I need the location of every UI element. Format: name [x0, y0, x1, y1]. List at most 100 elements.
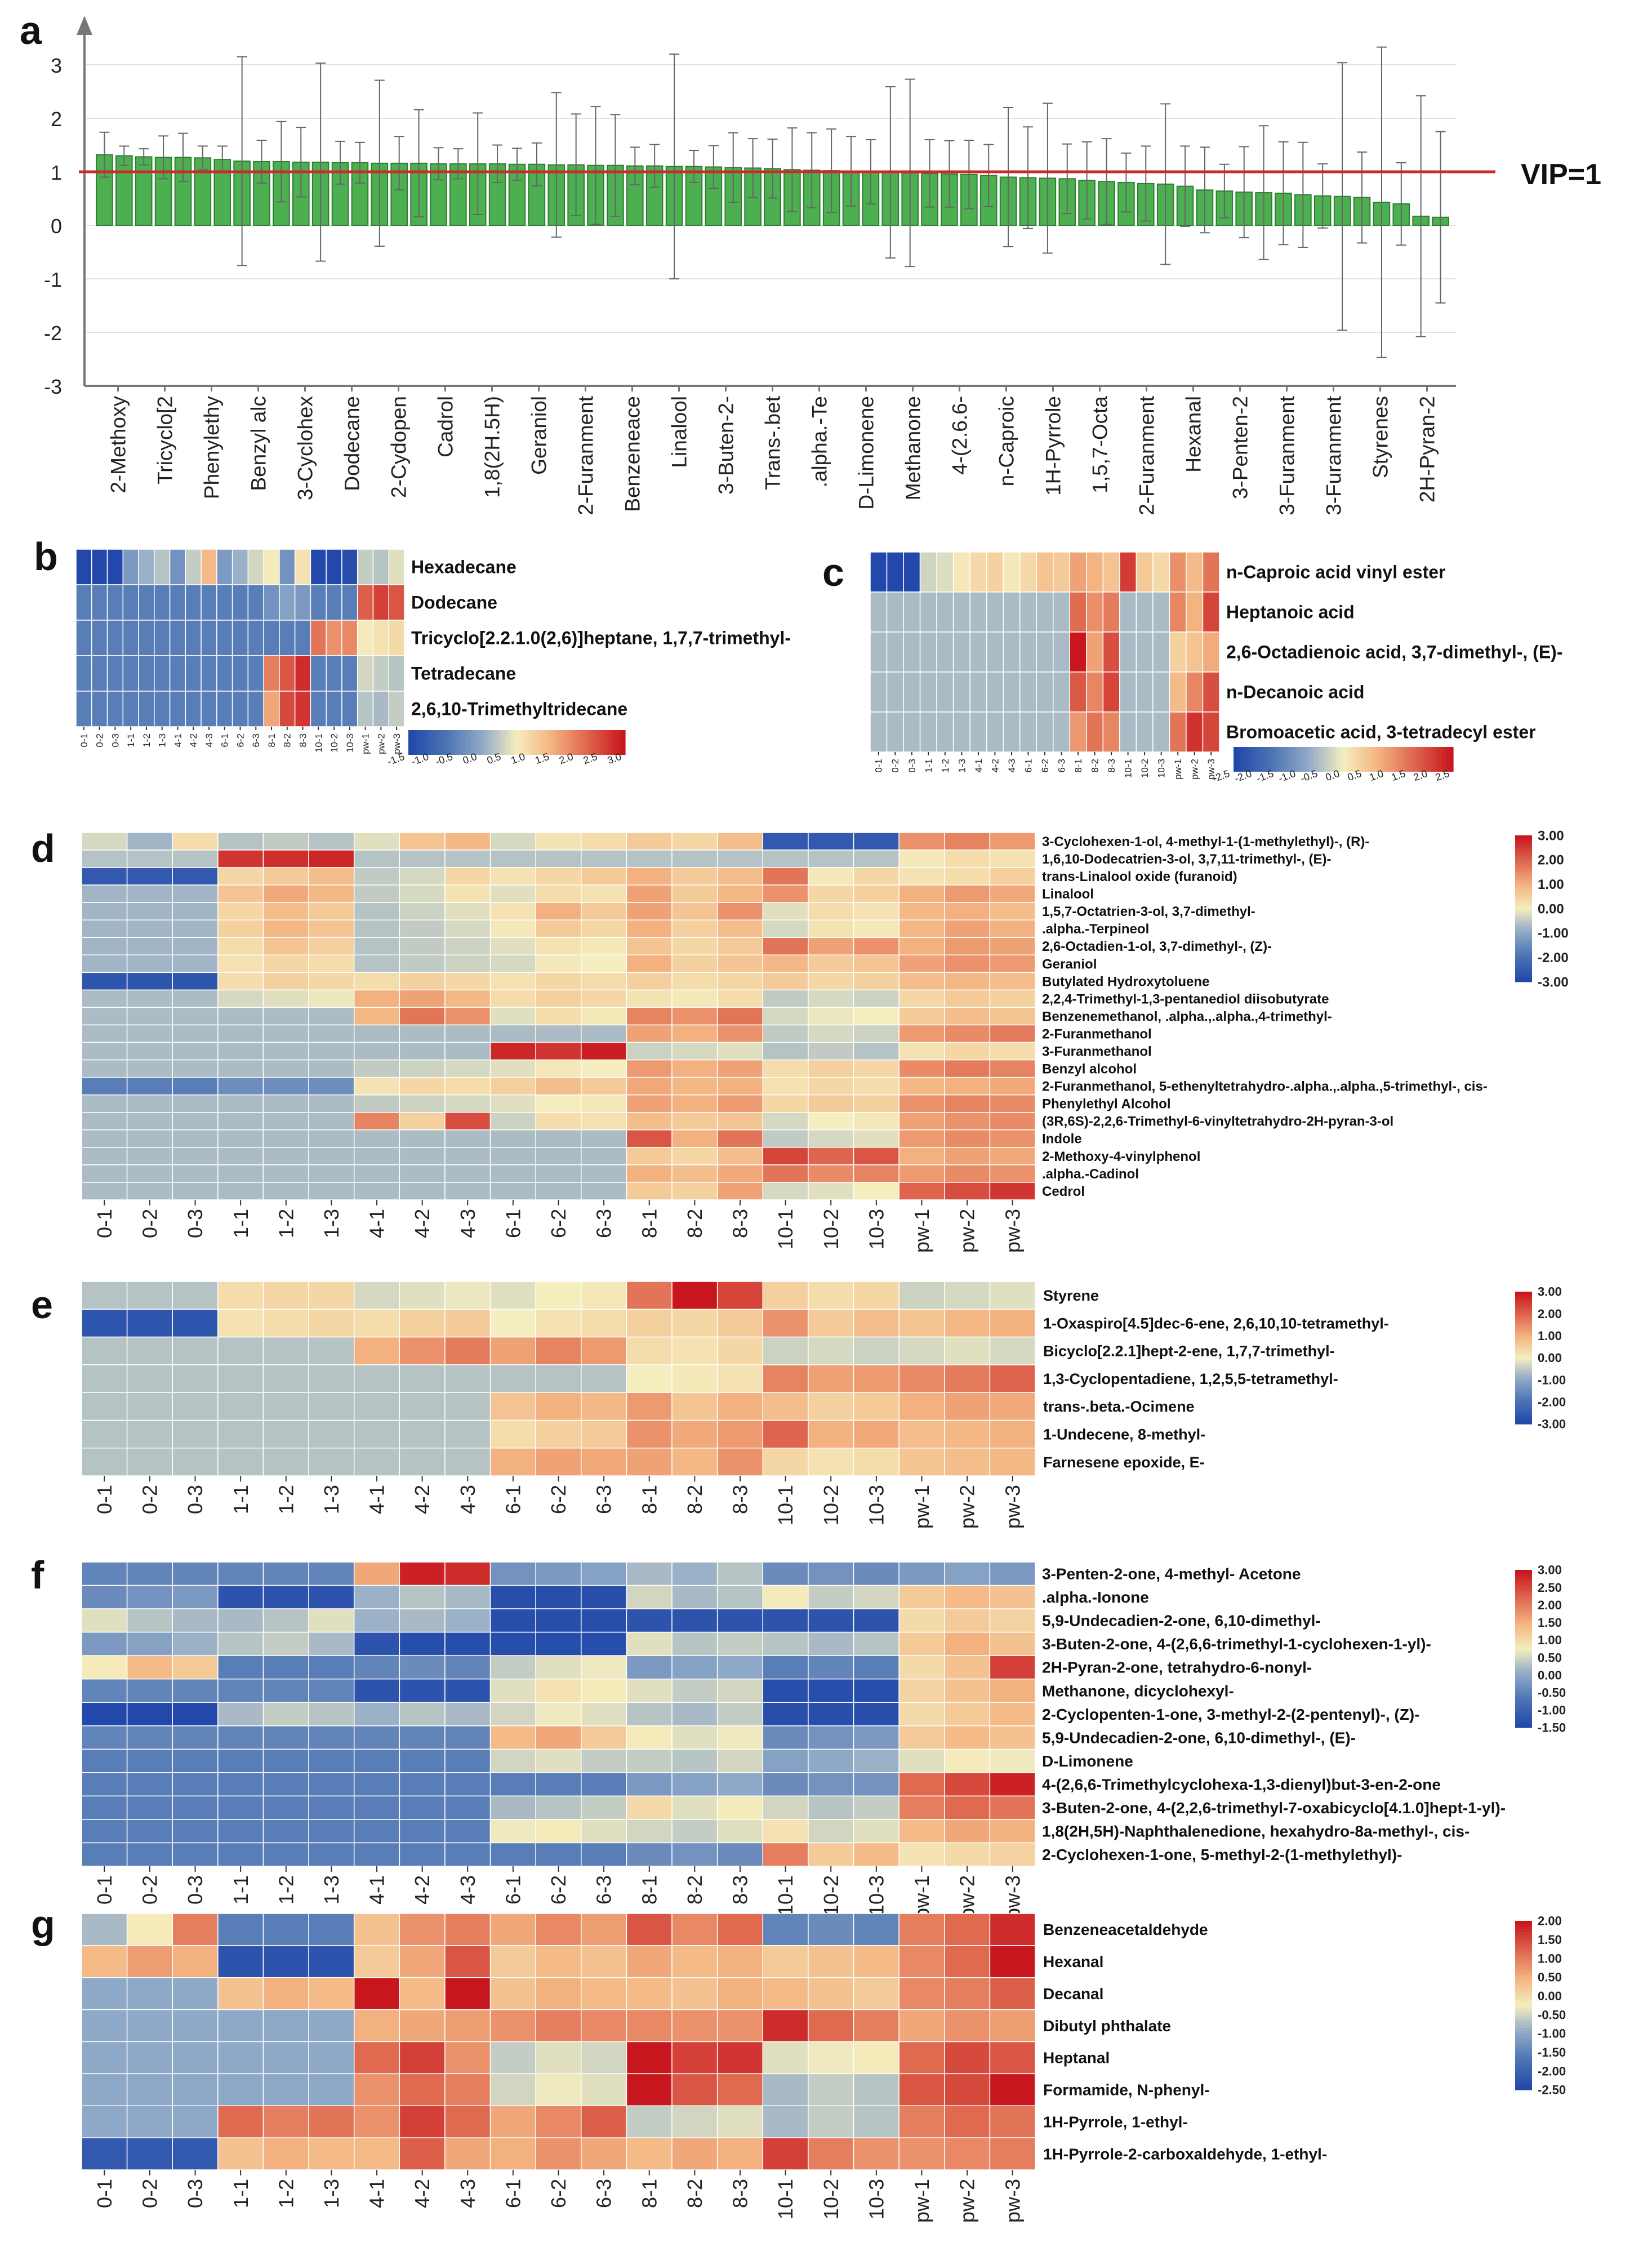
heatmap-cell [372, 549, 389, 585]
heatmap-cell [944, 2041, 991, 2075]
heatmap-cell [808, 1336, 854, 1365]
heatmap-cell [81, 849, 128, 868]
y-axis-arrow [77, 16, 92, 35]
heatmap-cell [989, 1913, 1036, 1946]
heatmap-cell [581, 1007, 627, 1026]
column-label: pw-1 [1173, 759, 1183, 780]
heatmap-cell [81, 2073, 128, 2106]
heatmap-cell [308, 989, 355, 1008]
heatmap-cell [247, 620, 264, 656]
heatmap-cell [898, 1608, 945, 1633]
heatmap-cell [489, 989, 536, 1008]
colorbar-segment [1515, 898, 1532, 902]
heatmap-cell [989, 1024, 1036, 1043]
colorbar-segment [1515, 2022, 1532, 2026]
colorbar-segment [1307, 747, 1311, 772]
heatmap-cell [716, 867, 764, 886]
heatmap-cell [671, 1112, 718, 1131]
column-label: 6-1 [501, 1875, 524, 1905]
heatmap-cell [81, 1392, 128, 1421]
heatmap-cell [169, 584, 186, 621]
colorbar-segment [1515, 1377, 1532, 1381]
column-label: pw-3 [1001, 1875, 1024, 1919]
heatmap-cell [489, 1420, 536, 1449]
colorbar-segment [1515, 1986, 1532, 1989]
column-label: pw-2 [1190, 759, 1200, 780]
heatmap-cell [626, 2009, 673, 2043]
heatmap-cell [581, 989, 627, 1008]
x-tick-label: Geraniol [528, 396, 551, 475]
heatmap-cell [762, 2041, 809, 2075]
heatmap-cell [353, 1447, 400, 1476]
heatmap-cell [262, 972, 309, 991]
heatmap-cell [898, 1977, 945, 2010]
heatmap-cell [535, 1561, 582, 1586]
heatmap-cell [262, 1725, 309, 1750]
colorbar-segment [1515, 835, 1532, 838]
heatmap-cell [716, 1336, 764, 1365]
heatmap-cell [936, 551, 954, 593]
heatmap-cell [944, 1309, 991, 1338]
heatmap-cell [898, 1024, 945, 1043]
heatmap-cell [399, 919, 446, 938]
colorbar-segment [1515, 1413, 1532, 1416]
heatmap-cell [944, 1977, 991, 2010]
heatmap-cell [898, 1059, 945, 1078]
heatmap-cell [762, 1913, 809, 1946]
heatmap-cell [353, 1076, 400, 1096]
heatmap-cell [126, 2073, 173, 2106]
heatmap-cell [808, 2137, 854, 2170]
heatmap-cell [808, 1608, 854, 1633]
colorbar-segment [1515, 1591, 1532, 1594]
heatmap-cell [444, 832, 491, 851]
heatmap-cell [853, 1772, 900, 1797]
heatmap-cell [399, 1819, 446, 1844]
heatmap-cell [81, 1631, 128, 1656]
colorbar-segment [1515, 1685, 1532, 1689]
heatmap-cell [126, 1631, 173, 1656]
heatmap-cell [853, 1655, 900, 1680]
colorbar-segment [1515, 920, 1532, 924]
heatmap-cell [762, 1748, 809, 1773]
heatmap-cell [106, 549, 124, 585]
row-label-n-caproic-acid-vinyl-ester: n-Caproic acid vinyl ester [1226, 562, 1445, 582]
column-label: 8-1 [638, 1209, 661, 1238]
colorbar-segment [440, 730, 445, 755]
heatmap-cell [762, 1147, 809, 1165]
heatmap-cell [581, 1364, 627, 1393]
colorbar-segment [596, 730, 600, 755]
heatmap-cell [353, 849, 400, 868]
heatmap-cell [341, 584, 358, 621]
colorbar-segment [1398, 747, 1402, 772]
heatmap-cell [952, 551, 970, 593]
heatmap-cell [172, 2041, 219, 2075]
row-label-3-furanmethanol: 3-Furanmethanol [1042, 1044, 1152, 1059]
column-label: 10-2 [820, 2179, 843, 2219]
heatmap-cell [762, 937, 809, 956]
heatmap-cell [310, 549, 327, 585]
colorbar-segment [1515, 977, 1532, 980]
heatmap-cell [671, 1913, 718, 1946]
heatmap-cell [853, 1631, 900, 1656]
heatmap-cell [671, 1748, 718, 1773]
heatmap-cell [444, 1076, 491, 1096]
column-label: 8-2 [683, 1485, 706, 1514]
heatmap-cell [357, 584, 374, 621]
colorbar-segment [1515, 882, 1532, 885]
heatmap-cell [716, 1748, 764, 1773]
heatmap-cell [989, 1842, 1036, 1867]
colorbar-segment [1515, 1318, 1532, 1321]
heatmap-cell [944, 1420, 991, 1449]
colorbar-tick: -2.00 [1538, 2064, 1566, 2078]
heatmap-cell [716, 954, 764, 973]
heatmap-cell [989, 954, 1036, 973]
heatmap-cell [986, 551, 1004, 593]
heatmap-cell [399, 1748, 446, 1773]
row-label-2-furanmethanol: 2-Furanmethanol [1042, 1026, 1152, 1042]
heatmap-cell [308, 1094, 355, 1113]
heatmap-cell [989, 1977, 1036, 2010]
colorbar-segment [509, 730, 514, 755]
colorbar-segment [1515, 2031, 1532, 2034]
panel-letter-b: b [34, 535, 58, 579]
heatmap-cell [626, 1076, 673, 1096]
